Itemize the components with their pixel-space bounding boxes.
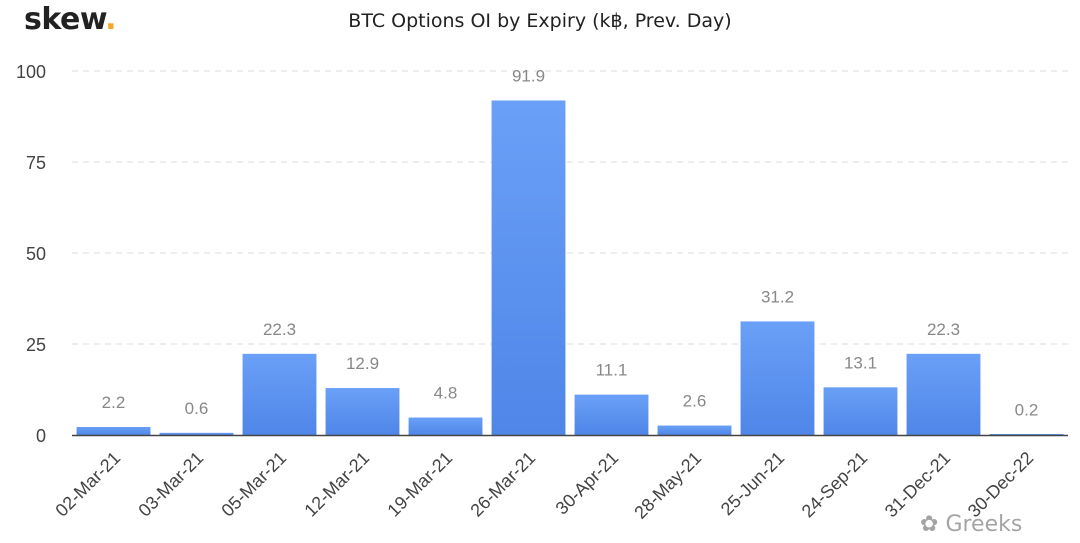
x-tick-label: 31-Dec-21 — [881, 448, 955, 522]
bar — [740, 321, 815, 435]
bar — [325, 388, 400, 435]
data-label: 22.3 — [263, 320, 296, 339]
y-tick-label: 50 — [26, 244, 46, 264]
bar — [989, 434, 1064, 435]
skew-logo: skew. — [24, 2, 117, 37]
data-label: 2.2 — [102, 393, 126, 412]
data-label: 0.6 — [185, 399, 209, 418]
x-tick-label: 25-Jun-21 — [717, 448, 788, 519]
x-tick-label: 30-Apr-21 — [552, 448, 623, 519]
bar — [159, 432, 234, 435]
x-tick-label: 26-Mar-21 — [466, 448, 539, 521]
bar — [906, 353, 981, 435]
bar — [823, 387, 898, 435]
watermark: ✿ Greeks — [920, 512, 1023, 537]
bar — [76, 426, 151, 435]
bar — [657, 425, 732, 435]
data-label: 2.6 — [683, 392, 707, 411]
bar — [491, 100, 566, 435]
data-label: 91.9 — [512, 66, 545, 85]
data-label: 0.2 — [1015, 400, 1039, 419]
x-tick-label: 03-Mar-21 — [134, 448, 207, 521]
y-axis-ticks: 0 25 50 75 100 — [16, 62, 46, 446]
watermark-text: Greeks — [945, 512, 1023, 537]
data-label: 4.8 — [434, 384, 458, 403]
bar — [574, 394, 649, 435]
x-tick-label: 02-Mar-21 — [51, 448, 124, 521]
data-label: 11.1 — [596, 361, 628, 380]
y-tick-label: 0 — [36, 426, 46, 446]
y-tick-label: 100 — [16, 62, 46, 82]
x-tick-label: 30-Dec-22 — [964, 448, 1038, 522]
x-tick-label: 28-May-21 — [630, 448, 705, 523]
data-label: 12.9 — [346, 354, 379, 373]
data-label: 22.3 — [927, 320, 960, 339]
bars — [76, 100, 1064, 435]
y-tick-label: 25 — [26, 335, 46, 355]
x-tick-label: 12-Mar-21 — [300, 448, 373, 521]
data-label: 13.1 — [844, 353, 877, 372]
gridlines — [72, 70, 1068, 345]
logo-text: skew — [24, 2, 106, 37]
x-tick-label: 05-Mar-21 — [217, 448, 290, 521]
chart-title: BTC Options OI by Expiry (k฿, Prev. Day) — [348, 10, 732, 32]
bar — [242, 353, 317, 435]
logo-dot: . — [105, 2, 117, 37]
data-label: 31.2 — [761, 287, 794, 306]
x-tick-label: 24-Sep-21 — [798, 448, 872, 522]
y-tick-label: 75 — [26, 153, 46, 173]
x-tick-label: 19-Mar-21 — [383, 448, 456, 521]
x-axis-ticks: 02-Mar-21 03-Mar-21 05-Mar-21 12-Mar-21 19-M… — [51, 448, 1037, 523]
bar — [408, 417, 483, 435]
data-labels: 2.2 0.6 22.3 12.9 4.8 91.9 11.1 2.6 31.2 13.1 22.3… — [102, 66, 1039, 419]
